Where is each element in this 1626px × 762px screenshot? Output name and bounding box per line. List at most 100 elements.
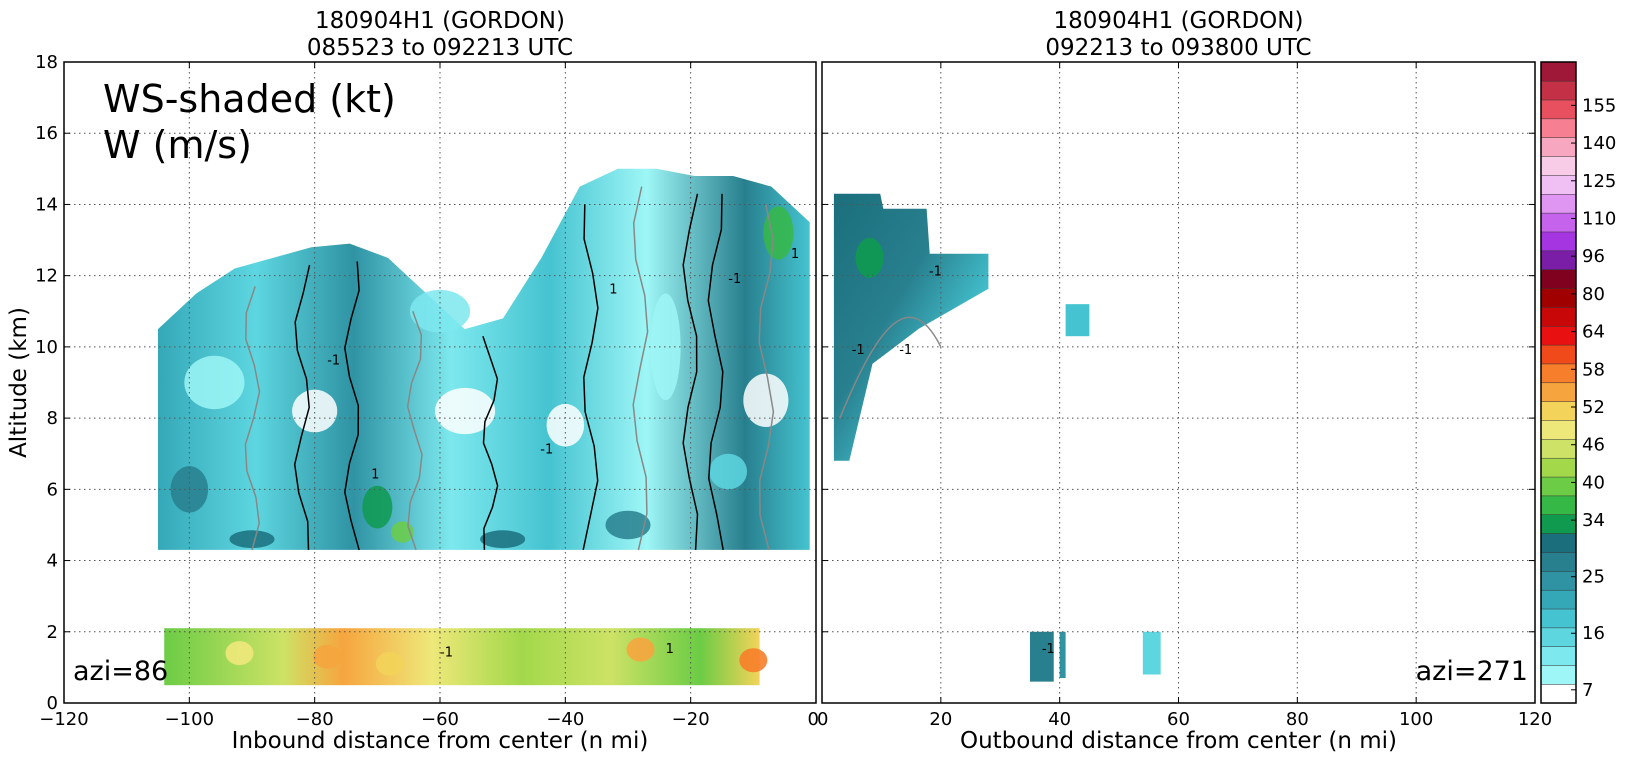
contour-label: -1 (1042, 642, 1055, 657)
shaded-patch (480, 530, 526, 549)
shaded-region-upper (833, 193, 989, 461)
colorbar-tick-label: 125 (1582, 171, 1616, 192)
colorbar-band (1540, 419, 1577, 440)
colorbar-band (1540, 570, 1577, 591)
contour-label: -1 (440, 646, 453, 661)
colorbar-band (1540, 80, 1577, 101)
colorbar-band (1540, 306, 1577, 327)
lower-patch (375, 651, 404, 676)
shaded-patch (362, 485, 393, 529)
shaded-patch (409, 289, 471, 333)
colorbar-band (1540, 457, 1577, 478)
annotation-w: W (m/s) (103, 123, 252, 167)
colorbar-band (1540, 212, 1577, 233)
left-ticks: −120 −100 −80 −60 −40 −20 0 0 2 4 6 8 10 12 14 16 18 (35, 52, 819, 730)
colorbar-band (1540, 269, 1577, 289)
x-tick-label: −60 (421, 709, 459, 730)
shaded-region-low1 (1029, 631, 1054, 682)
left-x-axis-label: Inbound distance from center (n mi) (232, 728, 649, 754)
lower-shaded-region (164, 628, 760, 686)
colorbar-band (1540, 344, 1577, 365)
right-ticks: 0 20 40 60 80 100 120 (817, 62, 1552, 730)
shaded-patch (763, 206, 794, 260)
colorbar-band (1540, 250, 1577, 270)
colorbar-band (1540, 627, 1577, 647)
left-contours: -1 1 -1 1 -1 1 -1 1 (244, 186, 799, 661)
colorbar-band (1540, 608, 1577, 629)
x-tick-label: 0 (808, 709, 819, 730)
shaded-patch (184, 355, 245, 410)
x-tick-label: 100 (1399, 709, 1433, 730)
colorbar-band (1540, 401, 1577, 421)
x-tick-label: −80 (296, 709, 334, 730)
colorbar-band (1540, 646, 1577, 666)
colorbar-band (1540, 476, 1577, 497)
contour-line (344, 261, 360, 551)
colorbar-tick-label: 34 (1582, 510, 1605, 531)
contour-label: 1 (371, 468, 379, 483)
contour-line (758, 204, 775, 551)
shaded-patch (709, 453, 748, 490)
colorbar-tick-label: 96 (1582, 246, 1605, 267)
colorbar-tick-label: 52 (1582, 397, 1605, 418)
contour-label: 1 (609, 282, 617, 297)
colorbar-band (1540, 99, 1577, 120)
right-azimuth-label: azi=271 (1416, 656, 1528, 687)
shaded-region-low3 (1142, 631, 1161, 675)
colorbar-band (1540, 363, 1577, 384)
left-grid (64, 62, 816, 703)
colorbar-band (1540, 589, 1577, 610)
colorbar-band (1540, 156, 1577, 176)
shaded-patch (605, 510, 651, 540)
left-azimuth-label: azi=86 (73, 656, 168, 687)
colorbar-tick-label: 40 (1582, 472, 1605, 493)
contour-line (293, 264, 311, 550)
x-tick-label: −120 (39, 709, 88, 730)
colorbar-frame (1540, 61, 1577, 704)
colorbar-band (1540, 533, 1577, 553)
shaded-patch (292, 389, 338, 433)
x-tick-label: −100 (165, 709, 214, 730)
colorbar-tick-label: 46 (1582, 435, 1605, 456)
right-contours: -1 -1 -1 -1 (839, 265, 1055, 657)
annotation-ws-shaded: WS-shaded (kt) (103, 77, 396, 121)
y-tick-label: 10 (35, 337, 58, 358)
contour-line (707, 193, 724, 551)
shaded-region-low2 (1059, 631, 1066, 679)
colorbar-band (1540, 174, 1577, 195)
y-tick-label: 2 (47, 622, 58, 643)
contour-line (406, 311, 423, 551)
colorbar-tick-label: 16 (1582, 623, 1605, 644)
lower-patch (626, 637, 655, 662)
colorbar-tick-label: 58 (1582, 359, 1605, 380)
y-tick-label: 16 (35, 123, 58, 144)
colorbar-band (1540, 287, 1577, 308)
colorbar-tick-label: 110 (1582, 208, 1616, 229)
shaded-patch (855, 237, 884, 278)
colorbar-band (1540, 61, 1577, 82)
x-tick-label: 80 (1286, 709, 1309, 730)
left-y-axis-label: Altitude (km) (6, 307, 32, 458)
left-shaded-field (158, 168, 810, 686)
colorbar-tick-label: 25 (1582, 567, 1605, 588)
colorbar-tick-label: 7 (1582, 680, 1593, 701)
colorbar-band (1540, 193, 1577, 214)
x-tick-label: 40 (1048, 709, 1071, 730)
contour-line (682, 193, 699, 550)
colorbar-band (1540, 231, 1577, 252)
colorbar-band (1540, 438, 1577, 459)
right-grid (822, 62, 1535, 703)
x-tick-label: −20 (672, 709, 710, 730)
contour-label: -1 (852, 343, 865, 358)
colorbar-tick-label: 155 (1582, 95, 1616, 116)
lower-patch (739, 648, 768, 673)
shaded-patch (650, 293, 681, 401)
right-shaded-field (833, 193, 1161, 682)
contour-label: -1 (540, 443, 553, 458)
right-panel: -1 -1 -1 -1 0 20 40 60 80 100 120 180904H1 (GORDO… (817, 8, 1552, 754)
colorbar: 7 16 25 34 40 46 52 58 64 80 96 110 125 140 155 (1540, 61, 1616, 704)
shaded-region-speck (1065, 304, 1090, 337)
x-tick-label: 0 (817, 709, 828, 730)
colorbar-tick-label: 80 (1582, 284, 1605, 305)
colorbar-tick-label: 64 (1582, 322, 1605, 343)
